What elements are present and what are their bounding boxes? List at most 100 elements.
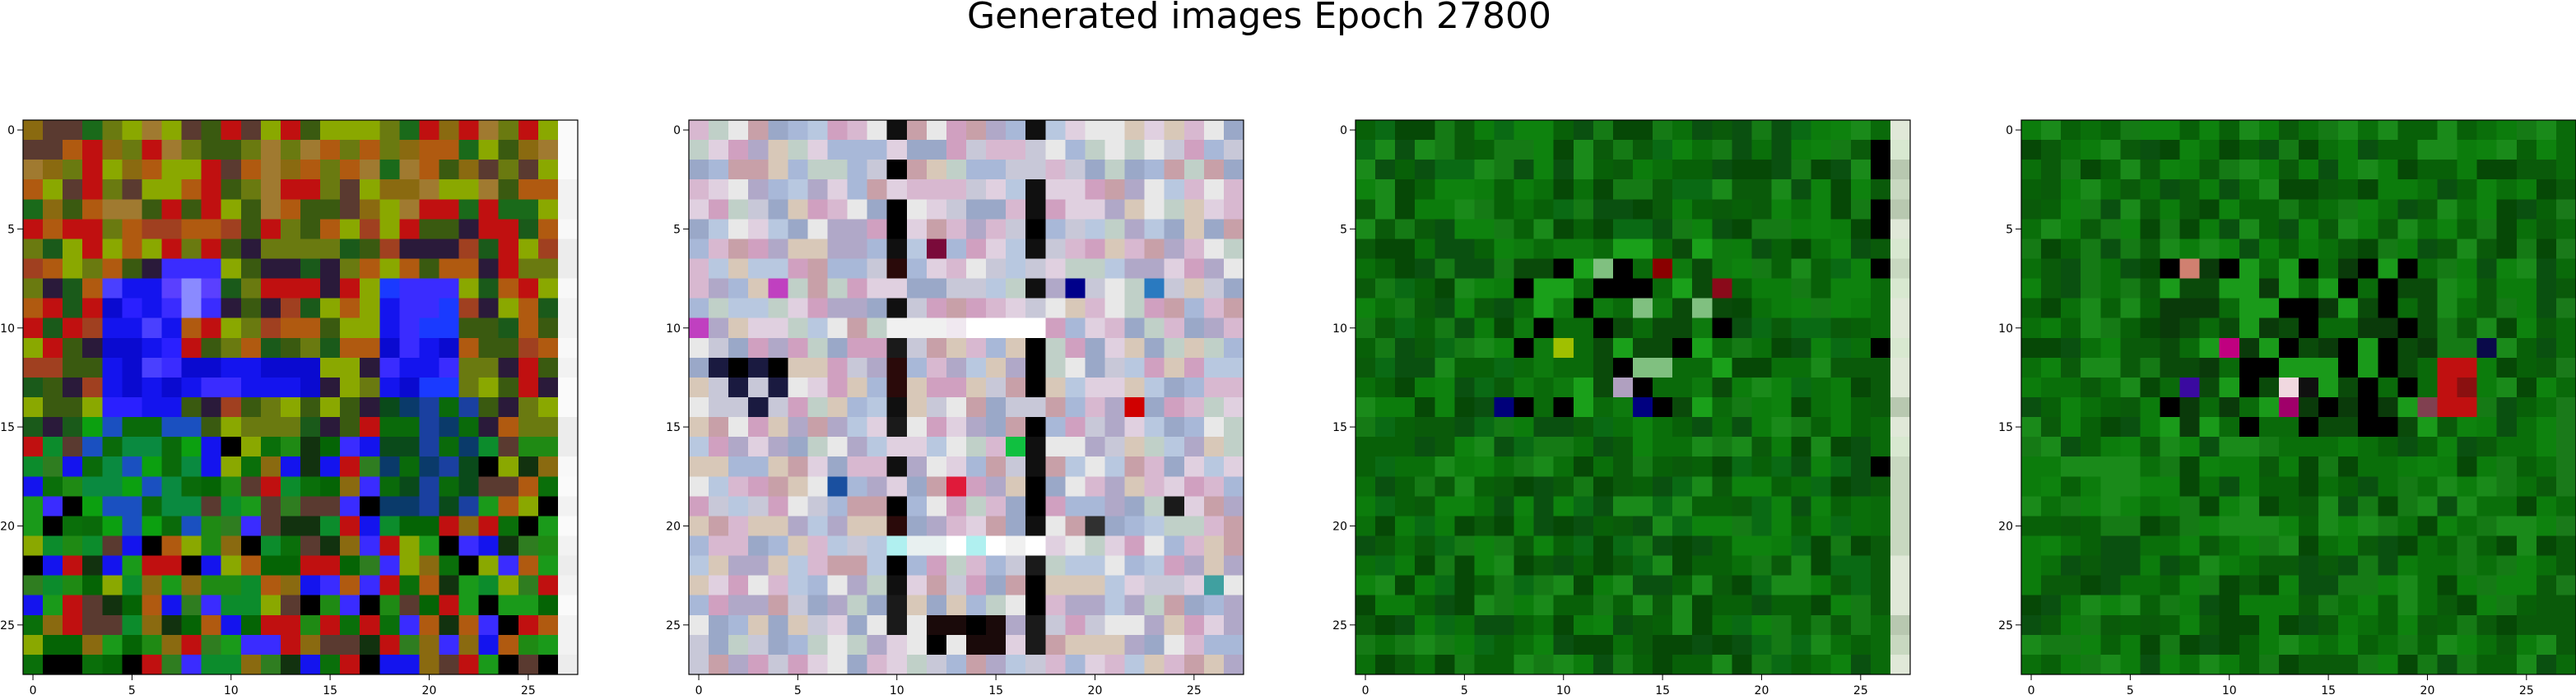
pixel-cell [1006, 575, 1026, 596]
pixel-cell [142, 219, 163, 240]
pixel-cell [161, 397, 183, 418]
pixel-cell [102, 417, 123, 438]
pixel-cell [161, 654, 183, 675]
pixel-cell [82, 555, 103, 577]
pixel-cell [1850, 357, 1872, 378]
pixel-cell [2437, 437, 2458, 457]
pixel-cell [419, 298, 440, 319]
pixel-cell [458, 357, 480, 378]
pixel-cell [2179, 397, 2201, 418]
pixel-cell [2536, 258, 2557, 280]
pixel-cell [2417, 575, 2439, 596]
pixel-cell [2278, 120, 2299, 141]
y-tick-label: 5 [1340, 223, 1347, 236]
pixel-cell [728, 278, 749, 299]
pixel-cell [2397, 575, 2419, 596]
pixel-cell [1025, 555, 1046, 577]
pixel-cell [2219, 160, 2240, 180]
pixel-cell [1375, 397, 1396, 418]
pixel-cell [320, 555, 341, 577]
pixel-cell [926, 397, 947, 418]
pixel-cell [102, 535, 123, 557]
pixel-cell [2555, 476, 2576, 497]
pixel-cell [867, 278, 888, 299]
pixel-cell [379, 239, 400, 260]
pixel-cell [2120, 140, 2141, 160]
pixel-cell [926, 634, 947, 656]
pixel-cell [788, 357, 809, 378]
pixel-cell [240, 456, 262, 477]
pixel-cell [2397, 278, 2419, 299]
pixel-cell [122, 317, 143, 339]
pixel-cell [82, 595, 103, 616]
pixel-cell [518, 179, 539, 200]
pixel-cell [1573, 476, 1594, 497]
pixel-cell [161, 357, 183, 378]
pixel-cell [1553, 377, 1574, 398]
pixel-cell [1633, 575, 1653, 596]
pixel-cell [2457, 634, 2478, 656]
pixel-cell [1830, 476, 1852, 497]
pixel-cell [181, 634, 202, 656]
pixel-cell [2555, 317, 2576, 339]
pixel-cell [1375, 199, 1396, 220]
pixel-cell [2378, 397, 2398, 418]
pixel-cell [82, 397, 103, 418]
pixel-cell [2219, 535, 2240, 557]
pixel-cell [122, 535, 143, 557]
pixel-cell [1415, 614, 1435, 636]
pixel-cell [2378, 199, 2398, 220]
pixel-cell [1144, 199, 1165, 220]
pixel-cell [419, 397, 440, 418]
pixel-cell [260, 456, 281, 477]
pixel-cell [419, 417, 440, 438]
pixel-cell [1223, 140, 1244, 160]
pixel-cell [2219, 634, 2240, 656]
pixel-cell [2120, 357, 2141, 378]
pixel-cell [1104, 298, 1126, 319]
pixel-cell [300, 317, 321, 339]
pixel-cell [240, 239, 262, 260]
pixel-cell [161, 278, 183, 299]
pixel-cell [1514, 634, 1535, 656]
pixel-cell [847, 317, 868, 339]
pixel-cell [300, 160, 321, 180]
pixel-cell [2397, 140, 2419, 160]
pixel-cell [1474, 476, 1495, 497]
pixel-cell [320, 437, 341, 457]
pixel-cell [906, 516, 928, 537]
pixel-cell [1006, 160, 1026, 180]
pixel-cell [498, 614, 519, 636]
pixel-cell [2555, 239, 2576, 260]
pixel-cell [478, 357, 500, 378]
pixel-cell [23, 397, 44, 418]
pixel-cell [181, 219, 202, 240]
pixel-cell [966, 496, 987, 517]
pixel-cell [2021, 417, 2042, 438]
pixel-cell [280, 337, 301, 359]
pixel-cell [1633, 160, 1653, 180]
pixel-cell [1454, 614, 1476, 636]
pixel-cell [419, 179, 440, 200]
pixel-cell [946, 258, 967, 280]
pixel-cell [1514, 397, 1535, 418]
pixel-cell [1791, 357, 1812, 378]
pixel-cell [1811, 496, 1832, 517]
pixel-cell [986, 654, 1007, 675]
pixel-cell [2536, 555, 2557, 577]
pixel-cell [340, 516, 360, 537]
pixel-cell [458, 140, 480, 160]
pixel-cell [1223, 496, 1244, 517]
pixel-cell [2338, 397, 2359, 418]
pixel-cell [2496, 258, 2518, 280]
pixel-cell [63, 417, 83, 438]
pixel-cell [1474, 140, 1495, 160]
pixel-cell [1791, 160, 1812, 180]
pixel-cell [1672, 140, 1693, 160]
pixel-cell [2536, 357, 2557, 378]
pixel-cell [1672, 634, 1693, 656]
pixel-cell [2199, 298, 2220, 319]
pixel-cell [2496, 437, 2518, 457]
pixel-cell [2417, 595, 2439, 616]
